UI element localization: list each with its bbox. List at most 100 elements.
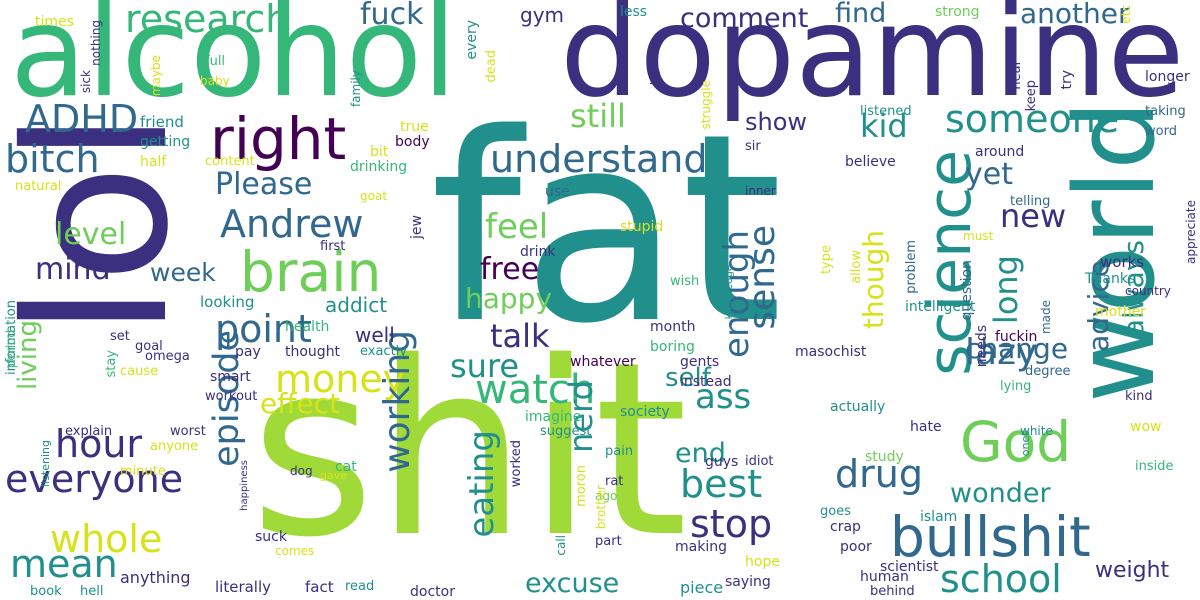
- word-pain: pain: [605, 444, 634, 459]
- word-free: free: [480, 252, 540, 287]
- word-fuck: fuck: [360, 0, 424, 32]
- word-whatever: whatever: [570, 354, 636, 370]
- word-word: word: [1145, 124, 1177, 139]
- word-listened: listened: [860, 104, 912, 119]
- word-friend: friend: [140, 113, 184, 131]
- word-anyone: anyone: [150, 439, 199, 454]
- word-etc: etc: [1119, 5, 1133, 24]
- word-drink: drink: [520, 244, 556, 260]
- word-sir: sir: [745, 139, 761, 154]
- word-mean: mean: [10, 542, 118, 586]
- word-imagine: imagine: [525, 409, 582, 425]
- word-hope: hope: [745, 554, 780, 570]
- word-hear: hear: [1009, 60, 1024, 90]
- word-content: content: [205, 154, 255, 169]
- word-works: works: [1100, 253, 1145, 271]
- word-effect: effect: [260, 387, 341, 420]
- word-brother: brother: [594, 485, 608, 530]
- word-long: long: [987, 255, 1025, 325]
- word-kid: kid: [860, 107, 908, 145]
- word-rat: rat: [605, 474, 624, 489]
- word-saying: saying: [725, 574, 771, 590]
- word-part: part: [595, 534, 622, 549]
- word-half: half: [140, 154, 167, 170]
- word-boring: boring: [650, 339, 695, 355]
- word-islam: islam: [920, 509, 958, 525]
- word-moron: moron: [574, 465, 589, 507]
- word-society: society: [620, 404, 670, 420]
- word-exactly: exactly: [360, 344, 407, 359]
- word-stop: stop: [690, 502, 773, 546]
- word-crazy: crazy: [95, 174, 130, 189]
- word-keep: keep: [1024, 80, 1039, 112]
- word-bitch: bitch: [5, 137, 100, 181]
- word-anything: anything: [120, 568, 191, 587]
- word-inside: inside: [1135, 459, 1174, 474]
- word-doctor: doctor: [410, 584, 455, 600]
- word-eating: eating: [462, 430, 502, 538]
- word-times: times: [35, 14, 74, 30]
- word-goat: goat: [360, 189, 388, 203]
- word-world: world: [1051, 100, 1179, 403]
- word-type: type: [819, 245, 834, 275]
- word-kind: kind: [1125, 389, 1153, 404]
- word-suck: suck: [255, 529, 287, 545]
- word-health: health: [285, 319, 330, 335]
- word-yet: yet: [965, 157, 1013, 192]
- word-alcohol: alcohol: [10, 0, 457, 125]
- word-try: try: [1059, 70, 1075, 90]
- word-drug: drug: [835, 452, 923, 496]
- word-reading: reading: [590, 231, 640, 246]
- word-human: human: [860, 569, 909, 585]
- word-made: made: [1039, 300, 1053, 335]
- word-literally: literally: [215, 578, 272, 596]
- word-instead: instead: [680, 374, 732, 390]
- word-country: country: [1125, 284, 1171, 298]
- word-gave: gave: [320, 469, 348, 482]
- word-believe: believe: [845, 154, 896, 170]
- word-suggest: suggest: [540, 424, 592, 439]
- word-everyone: everyone: [5, 457, 184, 501]
- word-best: best: [680, 462, 763, 506]
- word-end: end: [675, 438, 726, 469]
- word-dopamine: dopamine: [560, 0, 1185, 125]
- word-self: self: [665, 363, 711, 393]
- word-hell: hell: [80, 584, 104, 599]
- word-problem: problem: [904, 240, 919, 294]
- word-gents: gents: [680, 354, 720, 370]
- word-taking: taking: [1145, 104, 1186, 119]
- word-bit: bit: [370, 144, 389, 160]
- word-mother: mother: [1095, 304, 1146, 320]
- word-hour: hour: [55, 422, 143, 466]
- word-cause: cause: [120, 364, 159, 379]
- word-dog: dog: [290, 464, 313, 478]
- word-strong: strong: [935, 4, 980, 20]
- word-addict: addict: [325, 293, 388, 317]
- word-omega: omega: [145, 349, 190, 364]
- word-mind: mind: [35, 252, 111, 287]
- word-wish: wish: [670, 274, 700, 289]
- word-masochist: masochist: [795, 344, 867, 360]
- word-making: making: [675, 539, 727, 555]
- word-whole: whole: [50, 517, 163, 561]
- word-comes: comes: [275, 544, 315, 558]
- word-well: well: [355, 323, 395, 347]
- word-allow: allow: [849, 250, 864, 284]
- word-fat: fat: [430, 79, 783, 381]
- word-new: new: [1000, 197, 1067, 235]
- word-find: find: [835, 0, 887, 29]
- word-god: God: [960, 410, 1072, 474]
- word-dead: dead: [484, 50, 499, 83]
- word-appreciate: appreciate: [1184, 200, 1198, 265]
- word-research: research: [125, 0, 290, 41]
- word-thought: thought: [285, 344, 341, 360]
- word-first: first: [320, 239, 346, 254]
- word-stay: stay: [104, 350, 119, 378]
- word-weight: weight: [1095, 558, 1170, 583]
- word-every: every: [464, 20, 480, 60]
- word-read: read: [345, 579, 375, 594]
- word-level: level: [55, 217, 127, 252]
- word-please: Please: [215, 167, 313, 202]
- word-around: around: [975, 144, 1025, 160]
